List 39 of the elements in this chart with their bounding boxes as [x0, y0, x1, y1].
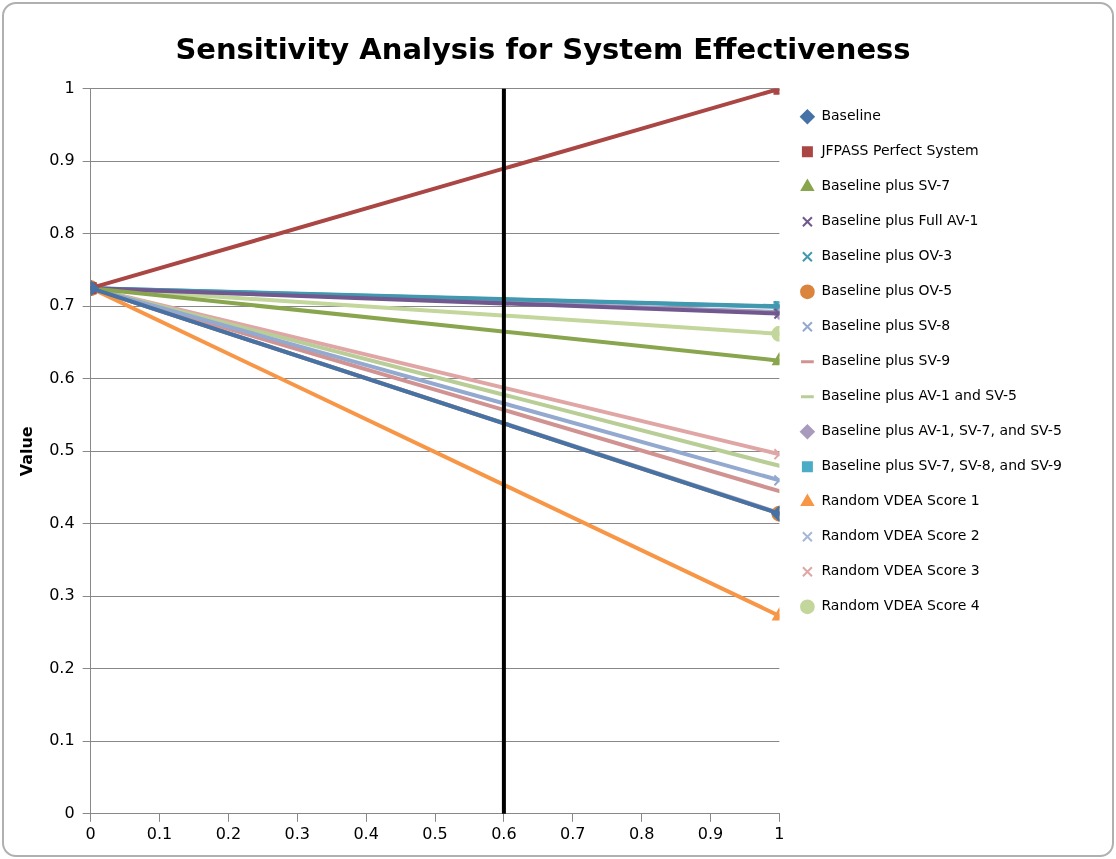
legend-label: Baseline plus AV-1 and SV-5	[821, 387, 1017, 404]
x-tick-label: 0.4	[353, 823, 379, 843]
x-tick-label: 0.2	[215, 823, 242, 843]
legend-label: Random VDEA Score 1	[821, 492, 980, 509]
y-tick-label: 0.9	[49, 150, 75, 170]
x-tick-label: 0.5	[422, 823, 448, 843]
legend-label: Random VDEA Score 4	[821, 597, 980, 614]
x-tick-label: 1	[774, 823, 785, 843]
x-tick-label: 0.9	[697, 823, 724, 843]
y-tick-label: 0.8	[49, 222, 75, 242]
x-tick-label: 0	[85, 823, 96, 843]
legend-label: Baseline plus AV-1, SV-7, and SV-5	[821, 422, 1062, 439]
x-tick-label: 0.1	[146, 823, 173, 843]
y-tick-label: 0.5	[49, 440, 75, 460]
y-tick-label: 0.1	[49, 730, 75, 750]
legend-label: Baseline plus OV-5	[821, 282, 953, 299]
y-axis-title: Value	[16, 426, 36, 477]
y-tick-label: 0.6	[49, 367, 75, 387]
y-tick-label: 0.4	[49, 512, 75, 532]
legend-label: Baseline plus SV-7	[821, 177, 951, 194]
x-tick-label: 0.6	[491, 823, 517, 843]
legend-label: Baseline plus SV-7, SV-8, and SV-9	[821, 457, 1063, 474]
legend-label: Baseline plus OV-3	[821, 247, 953, 264]
y-tick-label: 0	[64, 802, 75, 822]
legend-label: Baseline plus Full AV-1	[821, 212, 979, 229]
y-tick-label: 1	[64, 77, 75, 97]
legend-label: Random VDEA Score 3	[821, 562, 980, 579]
y-tick-label: 0.2	[49, 657, 75, 677]
y-tick-label: 0.3	[49, 585, 75, 605]
legend-label: JFPASS Perfect System	[820, 142, 979, 159]
x-tick-label: 0.7	[560, 823, 586, 843]
chart-title: Sensitivity Analysis for System Effectiveness	[175, 31, 911, 66]
legend-label: Random VDEA Score 2	[821, 527, 980, 544]
legend-label: Baseline	[821, 107, 881, 124]
legend-label: Baseline plus SV-8	[821, 317, 951, 334]
legend-label: Baseline plus SV-9	[821, 352, 951, 369]
x-tick-label: 0.3	[284, 823, 310, 843]
x-tick-label: 0.8	[628, 823, 655, 843]
y-tick-label: 0.7	[49, 295, 75, 315]
